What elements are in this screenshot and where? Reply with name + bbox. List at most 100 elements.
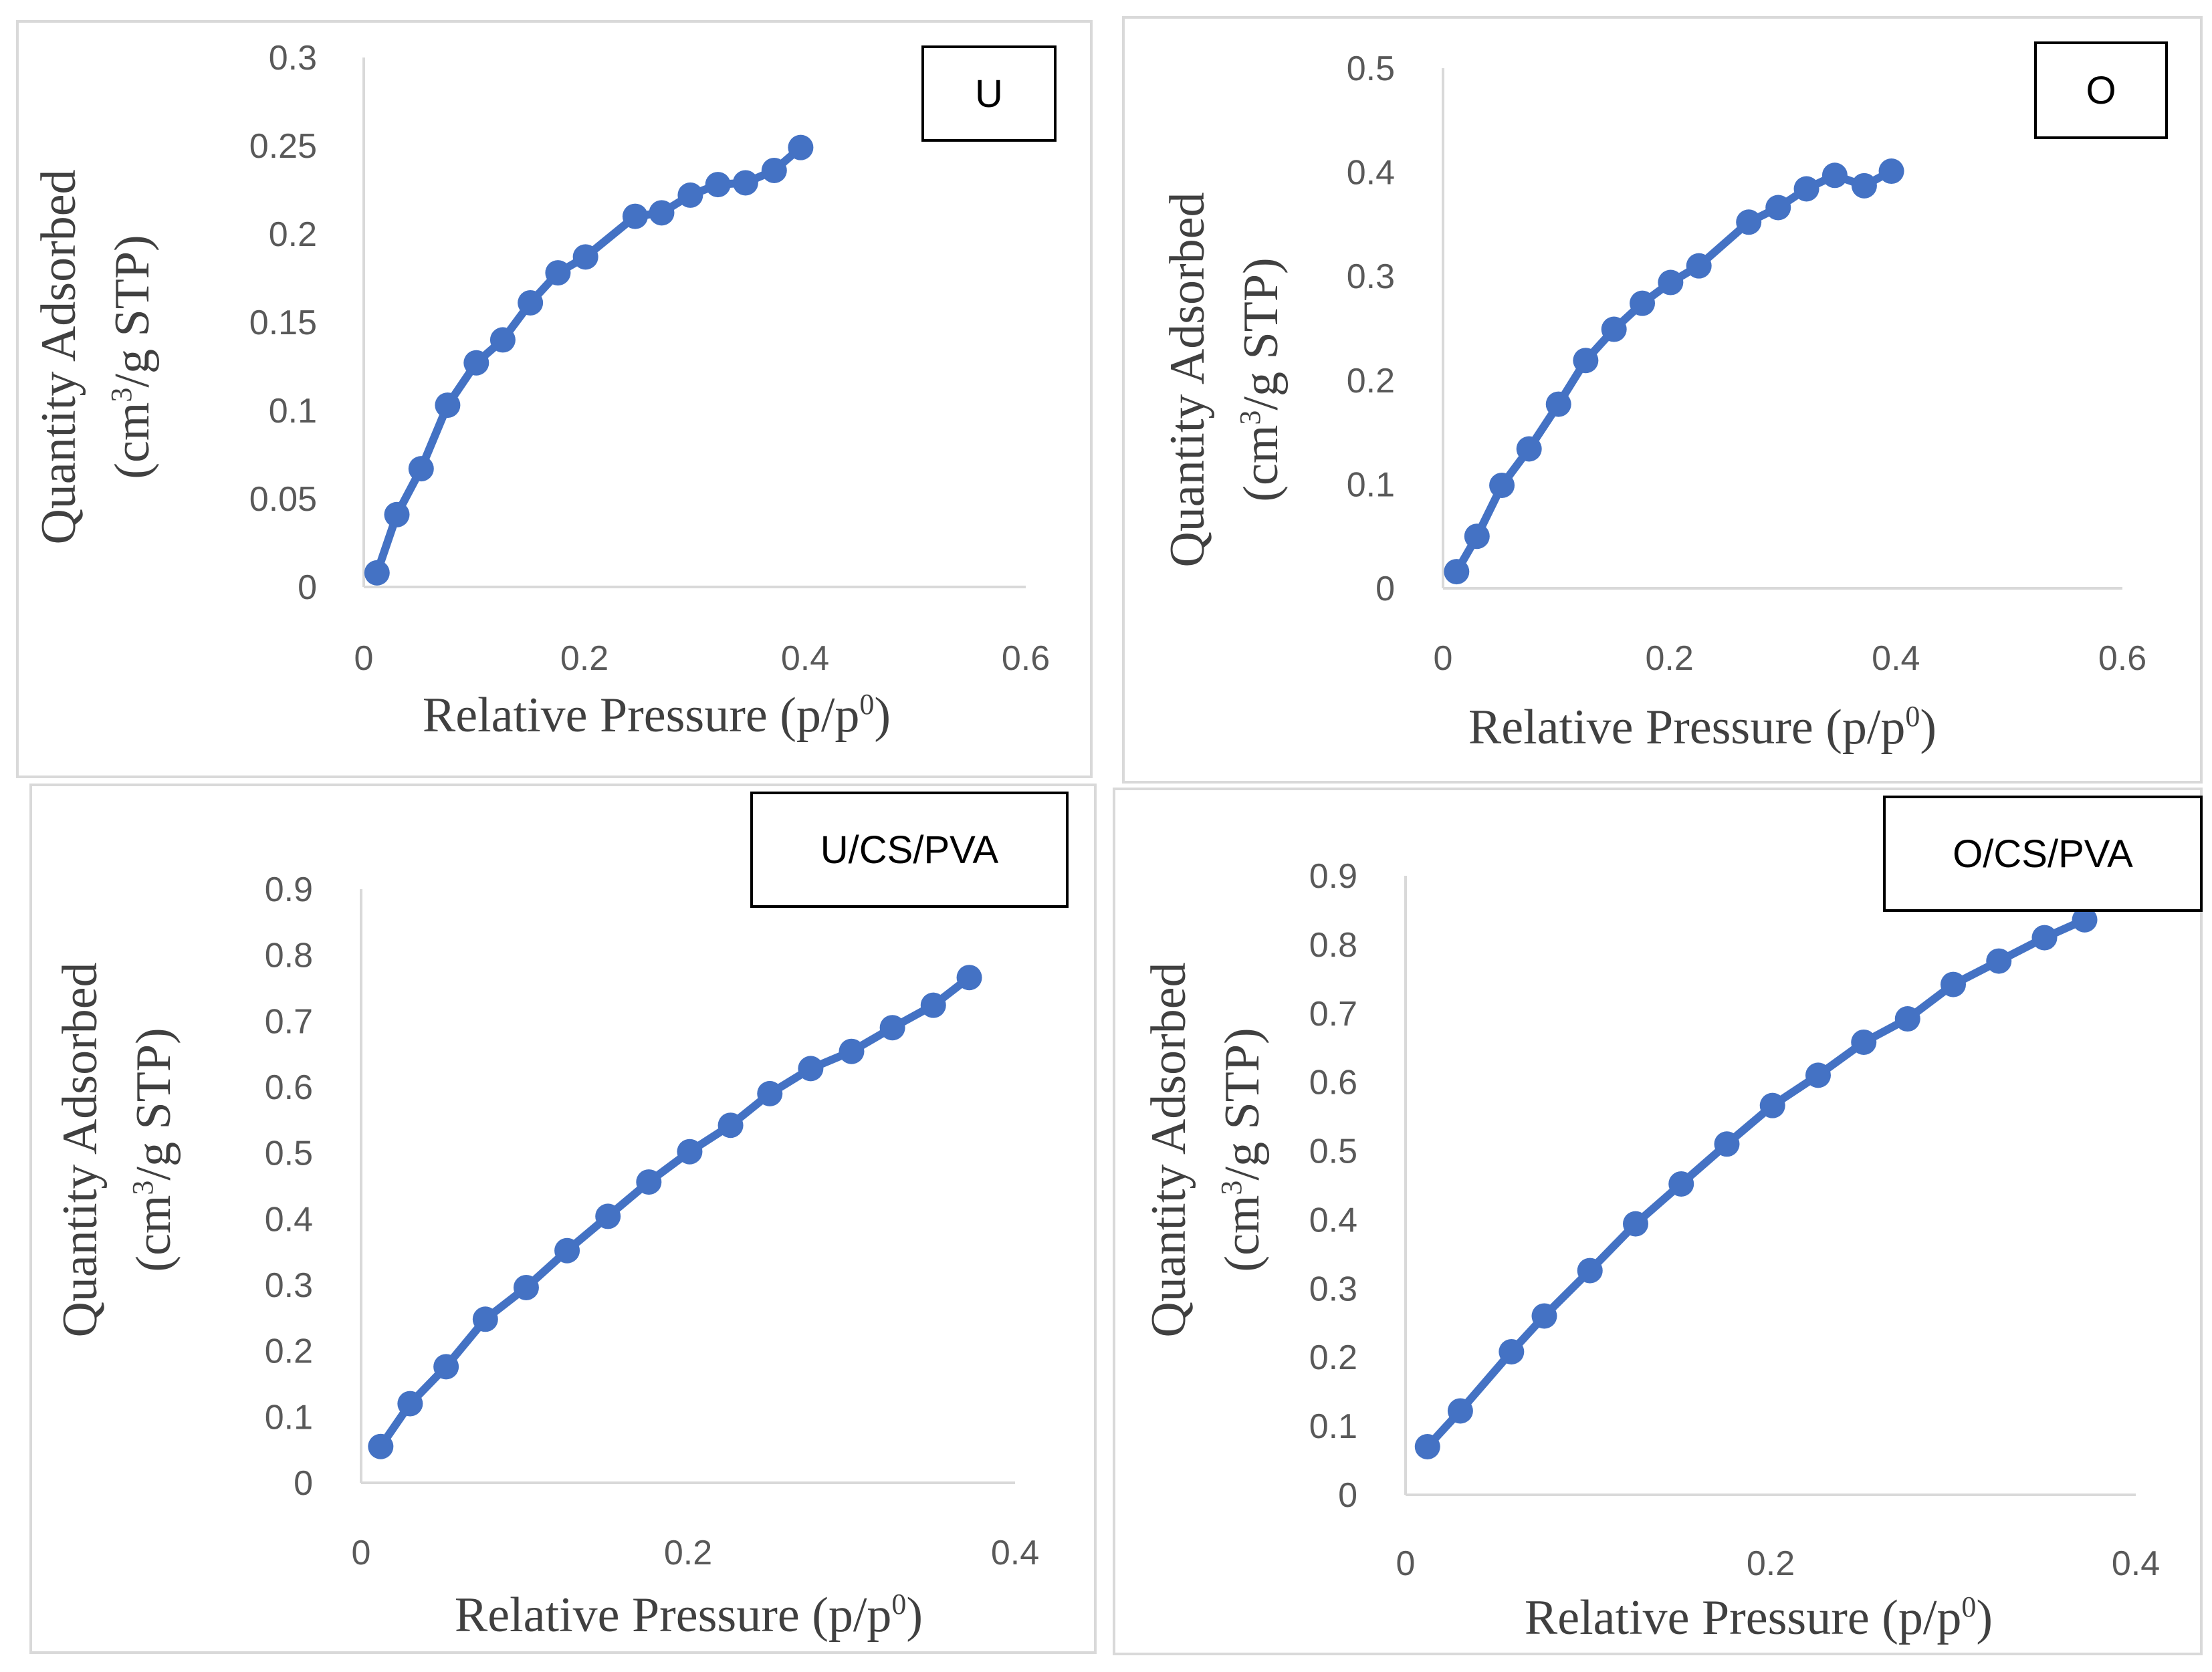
x-tick-label: 0	[1434, 639, 1453, 678]
data-point	[788, 134, 814, 160]
y-tick-label: 0.2	[269, 215, 317, 254]
chart-panel-u-cs-pva	[29, 784, 1097, 1654]
data-point	[1805, 1062, 1831, 1088]
data-point	[364, 560, 390, 586]
x-tick-label: 0.4	[1872, 639, 1920, 678]
x-tick-label: 0.6	[2098, 639, 2146, 678]
data-point	[1414, 1433, 1440, 1459]
y-tick-label: 0.7	[265, 1002, 313, 1041]
x-tick-label: 0.2	[1646, 639, 1694, 678]
data-point	[384, 501, 410, 527]
y-tick-label: 0.25	[249, 127, 317, 166]
y-tick-label: 0.7	[1309, 995, 1357, 1034]
sample-label: O/CS/PVA	[1953, 832, 2133, 876]
data-point	[1986, 948, 2012, 974]
data-point	[435, 392, 461, 419]
data-point	[1851, 1029, 1877, 1055]
data-point	[1531, 1303, 1557, 1329]
y-axis-title-units: (cm3/g STP)	[1215, 1028, 1270, 1272]
data-point	[1765, 195, 1791, 221]
data-point	[1444, 559, 1470, 585]
series-line	[1452, 167, 1896, 576]
y-tick-label: 0.2	[265, 1332, 313, 1371]
y-tick-label: 0.15	[249, 304, 317, 342]
x-tick-label: 0	[1396, 1544, 1416, 1583]
data-point	[717, 1112, 744, 1139]
chart-o: 0 0.1 0.2 0.3 0.4 0.5 0 0.2 0.4 0.6 Quantity Adsor…	[1160, 41, 2168, 755]
data-point	[1878, 158, 1904, 185]
data-point	[1622, 1211, 1648, 1237]
data-point	[1516, 436, 1542, 462]
x-axis-title: Relative Pressure (p/p0)	[1525, 1590, 1993, 1645]
y-tick-label: 0.1	[269, 392, 317, 431]
data-point	[677, 182, 703, 208]
x-tick-label: 0	[354, 639, 374, 678]
data-point	[1941, 971, 1966, 997]
data-point	[920, 992, 946, 1018]
y-tick-label: 0.9	[1309, 857, 1357, 896]
y-axis-title-units: (cm3/g STP)	[1234, 257, 1289, 501]
data-point	[1577, 1258, 1603, 1284]
y-tick-label: 0.3	[265, 1266, 313, 1305]
data-point	[1759, 1092, 1785, 1118]
sample-label: O	[2086, 69, 2116, 112]
y-tick-label: 0.8	[265, 937, 313, 975]
data-point	[1894, 1006, 1920, 1032]
series-line	[376, 973, 974, 1451]
chart-panel-o	[1122, 16, 2203, 784]
y-tick-label: 0.1	[265, 1398, 313, 1437]
data-point	[2031, 925, 2058, 951]
data-point	[1545, 391, 1571, 417]
y-tick-label: 0.6	[1309, 1064, 1357, 1102]
x-tick-label: 0.2	[664, 1534, 712, 1572]
data-point	[839, 1038, 865, 1064]
data-point	[397, 1391, 423, 1417]
data-point	[472, 1306, 498, 1332]
y-tick-label: 0.5	[265, 1134, 313, 1173]
data-point	[956, 965, 982, 991]
data-point	[798, 1056, 824, 1082]
data-point	[1499, 1338, 1525, 1364]
chart-u: 0 0.05 0.1 0.15 0.2 0.25 0.3 0 0.2 0.4 0.6 Quantity…	[31, 39, 1057, 743]
data-point	[1686, 253, 1712, 279]
x-axis-title: Relative Pressure (p/p0)	[1468, 700, 1937, 755]
data-point	[622, 203, 648, 229]
data-point	[368, 1433, 394, 1459]
data-point	[879, 1015, 905, 1041]
data-point	[1573, 348, 1599, 374]
y-tick-label: 0.1	[1347, 465, 1395, 504]
data-point	[1447, 1398, 1473, 1424]
y-axis-title: Quantity Adsorbed	[53, 962, 108, 1337]
sample-label-box	[2034, 41, 2168, 139]
data-point	[1464, 523, 1490, 550]
x-axis-title: Relative Pressure (p/p0)	[423, 688, 891, 743]
data-point	[1489, 472, 1515, 498]
y-tick-label: 0	[298, 568, 317, 607]
data-point	[705, 172, 731, 198]
data-point	[649, 200, 675, 226]
chart-u-cs-pva: 0 0.1 0.2 0.3 0.4 0.5 0.6 0.7 0.8 0.9 0 0.2 0.4 Quant…	[53, 792, 1069, 1643]
y-tick-label: 0	[1338, 1476, 1357, 1515]
data-point	[1668, 1171, 1694, 1197]
data-point	[595, 1203, 621, 1229]
chart-panel-o-cs-pva	[1113, 788, 2203, 1655]
y-tick-label: 0.05	[249, 480, 317, 519]
x-tick-label: 0.4	[781, 639, 829, 678]
y-tick-label: 0.1	[1309, 1407, 1357, 1446]
data-point	[761, 157, 787, 183]
x-tick-label: 0.4	[2112, 1544, 2160, 1583]
data-point	[732, 170, 758, 196]
x-axis-title: Relative Pressure (p/p0)	[455, 1588, 923, 1643]
data-point	[1658, 269, 1684, 295]
data-point	[433, 1354, 459, 1380]
data-point	[572, 244, 598, 270]
data-point	[1821, 162, 1848, 189]
y-tick-label: 0.3	[1309, 1270, 1357, 1308]
y-tick-label: 0.2	[1309, 1338, 1357, 1377]
sample-label-box	[921, 45, 1057, 142]
y-tick-label: 0.9	[265, 870, 313, 909]
data-point	[1601, 316, 1627, 342]
y-tick-label: 0.2	[1347, 362, 1395, 400]
data-point	[408, 456, 434, 482]
y-axis-title-units: (cm3/g STP)	[126, 1028, 181, 1272]
